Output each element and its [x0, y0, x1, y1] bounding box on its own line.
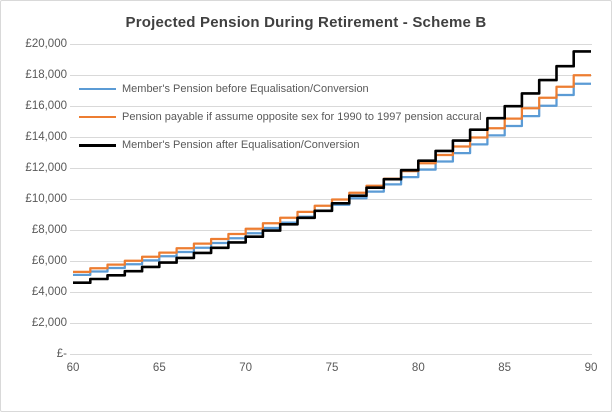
legend-line-swatch [79, 143, 116, 147]
x-tick-label: 90 [584, 362, 598, 374]
x-tick-label: 65 [152, 362, 166, 374]
legend-item: Member's Pension after Equalisation/Conv… [79, 138, 482, 152]
y-tick-label: £6,000 [31, 255, 67, 267]
legend-line-swatch [79, 87, 116, 91]
y-tick-label: £2,000 [31, 317, 67, 329]
y-tick-label: £- [56, 348, 67, 360]
legend-label: Pension payable if assume opposite sex f… [122, 111, 482, 123]
x-tick-label: 70 [239, 362, 253, 374]
y-tick-label: £8,000 [31, 224, 67, 236]
x-tick-label: 80 [411, 362, 425, 374]
y-tick-label: £12,000 [25, 162, 67, 174]
legend: Member's Pension before Equalisation/Con… [79, 82, 482, 152]
y-tick-label: £10,000 [25, 193, 67, 205]
y-tick-label: £14,000 [25, 131, 67, 143]
legend-line-swatch [79, 115, 116, 119]
x-tick-label: 75 [325, 362, 339, 374]
series-line-2 [73, 50, 591, 284]
x-tick-label: 60 [66, 362, 80, 374]
legend-label: Member's Pension before Equalisation/Con… [122, 83, 369, 95]
y-tick-label: £20,000 [25, 38, 67, 50]
y-tick-label: £4,000 [31, 286, 67, 298]
y-tick-label: £18,000 [25, 69, 67, 81]
chart-title: Projected Pension During Retirement - Sc… [125, 14, 487, 31]
legend-item: Member's Pension before Equalisation/Con… [79, 82, 482, 96]
legend-label: Member's Pension after Equalisation/Conv… [122, 139, 360, 151]
y-tick-label: £16,000 [25, 100, 67, 112]
x-tick-label: 85 [498, 362, 512, 374]
legend-item: Pension payable if assume opposite sex f… [79, 110, 482, 124]
